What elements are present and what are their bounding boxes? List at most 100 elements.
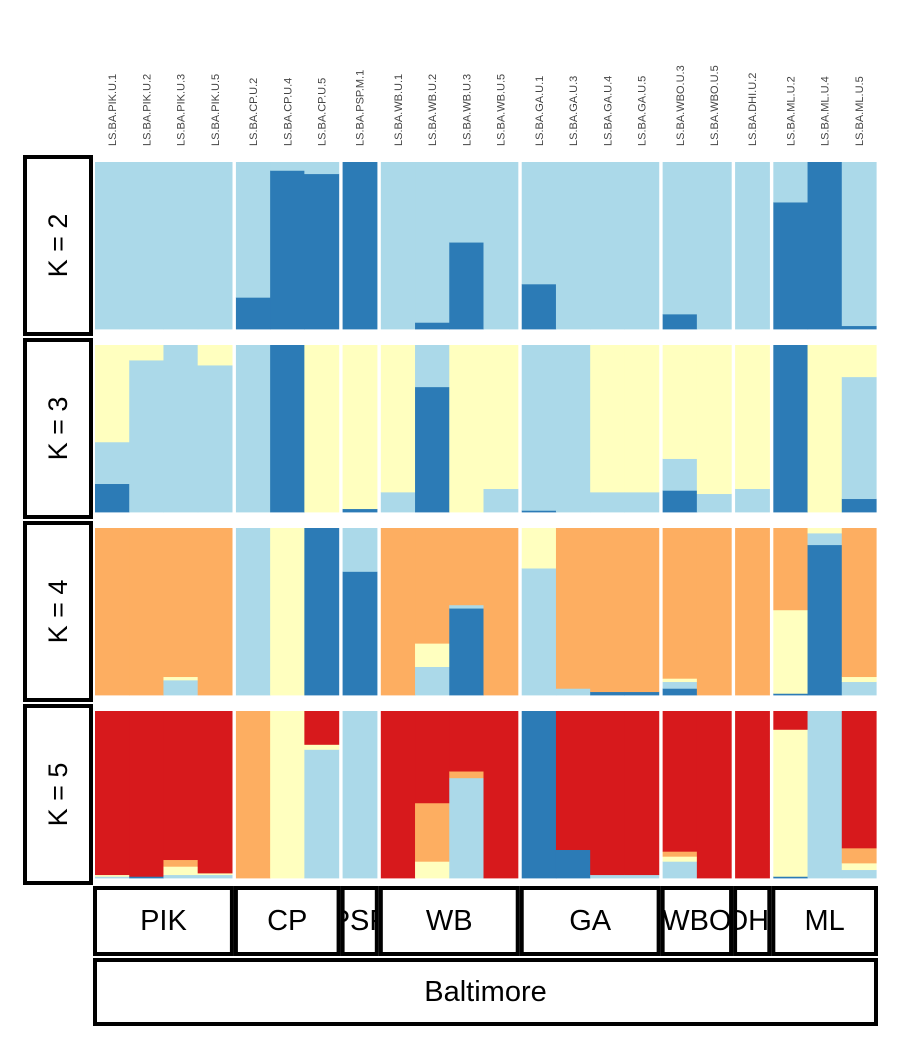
bar-segment [555, 345, 591, 513]
bar-segment [270, 162, 305, 171]
bar-segment [662, 162, 698, 315]
bar-segment [415, 528, 450, 644]
bar-segment [415, 386, 450, 513]
bar-segment [841, 869, 877, 879]
k-label: K = 2 [43, 214, 73, 278]
bar-segment [521, 528, 557, 569]
bar-segment [735, 528, 770, 696]
bar-segment [662, 528, 698, 679]
bar-segment [521, 711, 557, 879]
bar-segment [235, 528, 271, 696]
bar-segment [662, 856, 698, 862]
bar-segment [735, 711, 770, 879]
bar-segment [521, 510, 557, 513]
sample-label: LS.BA.WB.U.2 [427, 74, 439, 146]
bar-segment [197, 874, 233, 879]
sample-label: LS.BA.PIK.U.3 [176, 74, 188, 146]
bar-segment [624, 711, 660, 876]
bar-segment [304, 528, 340, 696]
bar-segment [521, 162, 557, 285]
bar-segment [129, 345, 165, 361]
bar-segment [662, 490, 698, 513]
bar-segment [342, 711, 378, 879]
bar-segment [129, 360, 165, 513]
bar-segment [380, 528, 416, 696]
bar-segment [415, 162, 450, 323]
bar-segment [773, 345, 809, 513]
bar-segment [449, 345, 485, 513]
population-strip [340, 886, 379, 956]
bar-segment [95, 528, 130, 696]
bar-segment [449, 604, 485, 609]
sample-label: LS.BA.GA.U.5 [637, 76, 649, 146]
bar-segment [807, 528, 843, 534]
bar-segment [590, 691, 626, 696]
sample-label: LS.BA.ML.U.4 [820, 76, 832, 146]
bar-segment [304, 711, 340, 745]
bar-segment [555, 688, 591, 696]
population-label: WBO [662, 905, 731, 937]
population-label: PSP [331, 905, 389, 937]
population-strip [93, 886, 234, 956]
bar-segment [773, 876, 809, 879]
bar-segment [590, 874, 626, 879]
bar-segment [235, 711, 271, 879]
bar-segment [662, 861, 698, 879]
bar-segment [841, 676, 877, 683]
bar-segment [342, 162, 378, 330]
bar-segment [235, 297, 271, 330]
bar-segment [624, 491, 660, 513]
bar-segment [129, 711, 165, 877]
k-label: K = 3 [43, 397, 73, 461]
population-label: GA [569, 905, 612, 937]
bar-segment [841, 681, 877, 696]
bar-segment [841, 862, 877, 871]
bar-segment [696, 493, 732, 513]
bar-segment [304, 744, 340, 750]
sample-label: LS.BA.PIK.U.2 [141, 74, 153, 146]
sample-label: LS.BA.WB.U.5 [496, 74, 508, 146]
k-strip [23, 704, 93, 885]
bar-segment [163, 866, 199, 876]
bar-segment [483, 162, 519, 330]
bar-segment [235, 162, 271, 298]
bar-segment [270, 345, 305, 513]
bar-segment [521, 568, 557, 696]
bar-segment [449, 242, 485, 330]
bar-segment [415, 861, 450, 879]
sample-label: LS.BA.CP.U.4 [282, 78, 294, 146]
population-label: PIK [140, 905, 187, 937]
bar-segment [590, 162, 626, 330]
bar-segment [415, 666, 450, 696]
bar-segment [95, 483, 130, 513]
bar-segment [415, 711, 450, 804]
bar-segment [342, 508, 378, 513]
bar-segment [163, 162, 199, 330]
bar-segment [841, 376, 877, 500]
sample-label: LS.BA.PSP.M.1 [355, 70, 367, 146]
bar-segment [662, 681, 698, 689]
bar-segment [197, 711, 233, 874]
bar-segment [807, 544, 843, 696]
bar-segment [270, 711, 305, 879]
population-strip [733, 886, 772, 956]
bar-segment [773, 609, 809, 694]
bar-segment [807, 345, 843, 513]
population-strip [378, 886, 520, 956]
bar-segment [590, 491, 626, 513]
bar-segment [197, 345, 233, 366]
sample-label: LS.BA.WBO.U.3 [675, 65, 687, 146]
bar-segment [662, 458, 698, 491]
bar-segment [163, 711, 199, 861]
bar-segment [449, 608, 485, 696]
bar-segment [342, 528, 378, 572]
bar-segment [773, 528, 809, 611]
sample-label: LS.BA.CP.U.2 [248, 78, 260, 146]
bar-segment [555, 711, 591, 851]
bar-segment [696, 162, 732, 330]
bar-segment [163, 676, 199, 681]
k-label: K = 4 [43, 580, 73, 644]
bar-segment [95, 441, 130, 485]
bar-segment [95, 876, 130, 879]
sample-label: LS.BA.GA.U.4 [602, 76, 614, 146]
